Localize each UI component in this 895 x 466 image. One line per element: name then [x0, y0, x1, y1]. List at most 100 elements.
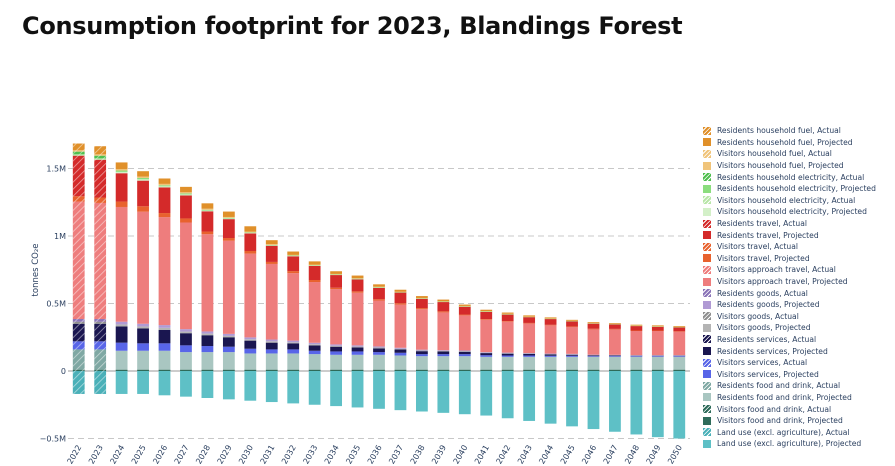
- bar-segment-land-use: [630, 371, 643, 435]
- bar-segment: [544, 356, 557, 370]
- legend-item[interactable]: Visitors goods, Actual: [703, 311, 893, 323]
- bar-segment-hatch: [94, 197, 107, 203]
- legend-item[interactable]: Visitors food and drink, Projected: [703, 415, 893, 427]
- legend-item[interactable]: Residents household electricity, Actual: [703, 171, 893, 183]
- bar-segment-land-use: [501, 371, 514, 419]
- bar-segment: [437, 311, 450, 313]
- legend-label: Residents household electricity, Actual: [717, 172, 865, 182]
- bar-segment: [458, 314, 471, 316]
- legend-item[interactable]: Visitors services, Projected: [703, 368, 893, 380]
- bar-segment-hatch: [94, 323, 107, 342]
- bar-segment: [287, 369, 300, 371]
- legend-label: Visitors household electricity, Actual: [717, 195, 856, 205]
- bar-segment-hatch: [72, 319, 85, 322]
- legend-swatch: [703, 358, 711, 367]
- bar-segment: [330, 354, 343, 370]
- bar-segment: [308, 265, 321, 266]
- bar-segment: [523, 356, 536, 370]
- x-tick-label: 2033: [301, 444, 319, 466]
- legend-item[interactable]: Visitors household fuel, Actual: [703, 148, 893, 160]
- bar-segment: [544, 369, 557, 371]
- legend-item[interactable]: Visitors travel, Projected: [703, 253, 893, 265]
- legend-item[interactable]: Visitors services, Actual: [703, 357, 893, 369]
- bar-segment-land-use: [544, 371, 557, 424]
- bar-segment: [437, 369, 450, 371]
- bar-segment: [137, 350, 149, 370]
- bar-segment-hatch: [72, 369, 85, 371]
- bar-segment: [222, 352, 235, 370]
- bar-segment: [630, 355, 643, 356]
- bar-segment: [587, 355, 600, 357]
- legend-item[interactable]: Land use (excl. agriculture), Projected: [703, 438, 893, 450]
- legend-item[interactable]: Residents goods, Projected: [703, 299, 893, 311]
- legend-swatch: [703, 405, 711, 414]
- bar-segment-hatch: [72, 371, 85, 394]
- bar-segment-land-use: [394, 371, 407, 411]
- legend-item[interactable]: Residents travel, Projected: [703, 229, 893, 241]
- legend-item[interactable]: Visitors approach travel, Projected: [703, 276, 893, 288]
- legend-item[interactable]: Residents services, Actual: [703, 334, 893, 346]
- bar-segment-land-use: [265, 371, 278, 403]
- legend-item[interactable]: Visitors household fuel, Projected: [703, 160, 893, 172]
- legend-item[interactable]: Residents food and drink, Actual: [703, 380, 893, 392]
- bar-segment: [137, 171, 149, 177]
- bar-segment: [287, 340, 300, 343]
- legend-label: Residents services, Actual: [717, 334, 817, 344]
- legend-label: Visitors travel, Projected: [717, 253, 810, 263]
- bar-segment: [437, 301, 450, 302]
- x-tick-label: 2041: [473, 444, 491, 466]
- x-tick-label: 2024: [108, 444, 126, 466]
- bar-segment-hatch: [94, 159, 107, 198]
- bar-segment: [501, 314, 514, 315]
- bar-segment: [501, 321, 514, 322]
- bar-segment: [137, 177, 149, 180]
- legend-item[interactable]: Residents travel, Actual: [703, 218, 893, 230]
- bar-segment: [609, 355, 621, 356]
- bar-segment: [287, 273, 300, 341]
- bar-segment: [673, 369, 686, 371]
- bar-segment: [587, 329, 600, 355]
- legend-swatch: [703, 265, 711, 274]
- bar-segment: [158, 350, 171, 370]
- legend-item[interactable]: Visitors food and drink, Actual: [703, 403, 893, 415]
- y-tick-label: 0.5M: [46, 300, 66, 309]
- bar-segment: [330, 346, 343, 352]
- legend-item[interactable]: Visitors household electricity, Actual: [703, 195, 893, 207]
- bar-segment: [244, 226, 257, 232]
- legend-swatch: [703, 277, 711, 286]
- legend-swatch: [703, 347, 711, 356]
- bar-segment: [673, 331, 686, 356]
- legend-item[interactable]: Residents household fuel, Projected: [703, 137, 893, 149]
- legend-item[interactable]: Visitors goods, Projected: [703, 322, 893, 334]
- bar-segment: [458, 356, 471, 370]
- legend-item[interactable]: Residents services, Projected: [703, 345, 893, 357]
- bar-segment: [501, 353, 514, 356]
- legend-item[interactable]: Residents goods, Actual: [703, 287, 893, 299]
- legend-item[interactable]: Residents household fuel, Actual: [703, 125, 893, 137]
- bar-segment: [458, 304, 471, 306]
- legend-item[interactable]: Visitors approach travel, Actual: [703, 264, 893, 276]
- bar-segment-hatch: [72, 151, 85, 155]
- legend-item[interactable]: Land use (excl. agriculture), Actual: [703, 426, 893, 438]
- legend-item[interactable]: Visitors household electricity, Projecte…: [703, 206, 893, 218]
- bar-segment: [201, 331, 214, 334]
- legend-swatch: [703, 416, 711, 425]
- bar-segment: [308, 261, 321, 265]
- bar-segment: [351, 278, 364, 280]
- legend-item[interactable]: Visitors travel, Actual: [703, 241, 893, 253]
- bar-segment: [458, 306, 471, 307]
- bar-segment: [480, 369, 493, 371]
- legend-item[interactable]: Residents food and drink, Projected: [703, 392, 893, 404]
- legend-item[interactable]: Residents household electricity, Project…: [703, 183, 893, 195]
- bar-segment: [523, 353, 536, 356]
- bar-segment: [180, 352, 192, 370]
- bar-segment: [137, 211, 149, 324]
- legend-swatch: [703, 370, 711, 379]
- bar-segment: [351, 346, 364, 348]
- legend-swatch: [703, 323, 711, 332]
- x-tick-label: 2022: [65, 444, 83, 466]
- bar-segment: [201, 210, 214, 212]
- bar-segment-land-use: [566, 371, 578, 427]
- legend-swatch: [703, 138, 711, 147]
- bar-segment: [630, 356, 643, 357]
